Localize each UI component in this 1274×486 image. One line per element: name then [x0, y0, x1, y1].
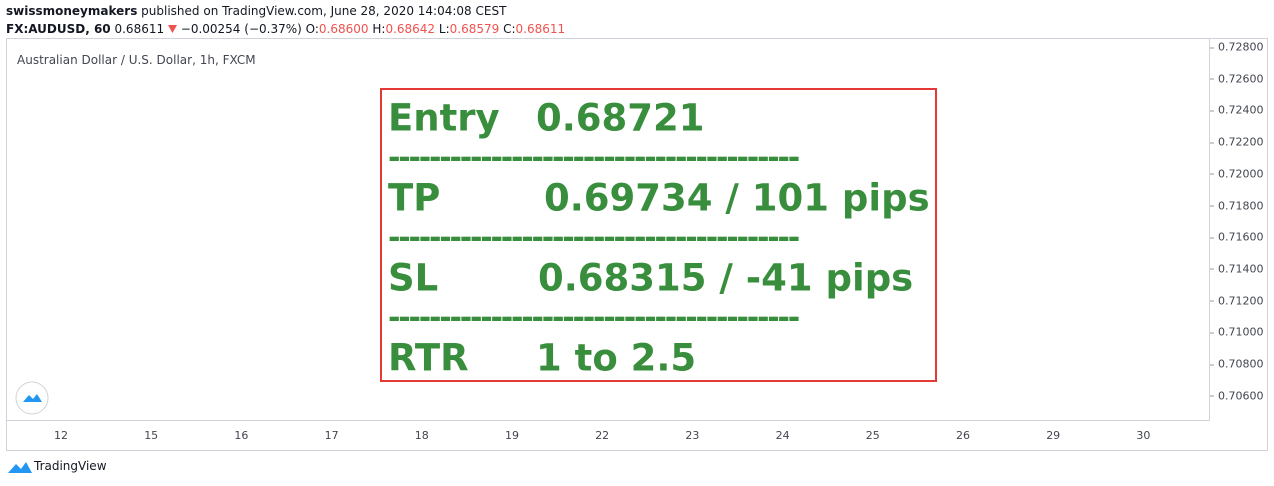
price-tick-label: 0.72000 — [1210, 167, 1264, 181]
time-tick-label: 29 — [1046, 429, 1061, 442]
row-label: Entry — [388, 96, 500, 140]
trade-row: RTR 1 to 2.5 — [388, 336, 696, 380]
publish-line: swissmoneymakers published on TradingVie… — [6, 4, 506, 18]
price-tick-label: 0.71000 — [1210, 325, 1264, 339]
tv-logo — [8, 462, 32, 473]
down-arrow — [167, 25, 177, 33]
time-tick-label: 22 — [595, 429, 610, 442]
time-tick-label: 24 — [775, 429, 790, 442]
close-value: 0.68611 — [515, 22, 566, 36]
low-label: L: — [438, 22, 450, 36]
time-tick-label: 19 — [505, 429, 519, 442]
brand: TradingView — [34, 459, 107, 473]
row-value: 0.68315 / -41 pips — [538, 256, 914, 300]
high-label: H: — [372, 22, 386, 36]
close-label: C: — [503, 22, 516, 36]
open-value: 0.68600 — [318, 22, 369, 36]
price-tick-label: 0.72600 — [1210, 72, 1264, 86]
trade-box: Entry 0.68721 ----------------------------… — [380, 88, 937, 382]
price-tick-label: 0.71200 — [1210, 294, 1264, 308]
price-axis: 0.72800 0.72600 0.72400 0.72200 0.72000 0.718… — [1210, 38, 1268, 421]
ohlc-line: FX:AUDUSD, 60 0.68611 −0.00254 (−0.37%) … — [6, 22, 565, 36]
change: −0.00254 (−0.37%) — [180, 22, 302, 36]
price-tick-label: 0.72800 — [1210, 40, 1264, 54]
time-tick-label: 16 — [234, 429, 249, 442]
time-tick-label: 30 — [1136, 429, 1151, 442]
author: swissmoneymakers — [6, 4, 138, 18]
time-tick-label: 25 — [865, 429, 880, 442]
time-tick-label: 15 — [144, 429, 159, 442]
tv-button[interactable] — [15, 381, 49, 415]
symbol-description: Australian Dollar / U.S. Dollar, 1h, FXC… — [17, 53, 256, 67]
trade-row: TP 0.69734 / 101 pips — [388, 176, 930, 220]
trade-row: SL 0.68315 / -41 pips — [388, 256, 913, 300]
chart-pane: Australian Dollar / U.S. Dollar, 1h, FXC… — [6, 38, 1210, 421]
row-value: 0.68721 — [536, 96, 705, 140]
row-value: 1 to 2.5 — [536, 336, 697, 380]
low-value: 0.68579 — [449, 22, 500, 36]
time-tick-label: 17 — [324, 429, 339, 442]
row-label: RTR — [388, 336, 469, 380]
time-tick-label: 23 — [685, 429, 700, 442]
high-value: 0.68642 — [385, 22, 436, 36]
price-tick-label: 0.70600 — [1210, 389, 1264, 403]
symbol-interval: FX:AUDUSD, 60 — [6, 22, 111, 36]
price-tick-label: 0.71800 — [1210, 199, 1264, 212]
row-label: TP — [388, 176, 441, 220]
time-tick-label: 12 — [54, 429, 68, 442]
time-axis: 12 15 16 17 18 19 22 23 24 25 26 29 30 — [6, 421, 1268, 451]
publish-text: published on TradingView.com, June 28, 2… — [141, 4, 507, 18]
open-label: O: — [305, 22, 319, 36]
trade-row: Entry 0.68721 — [388, 96, 705, 140]
row-value: 0.69734 / 101 pips — [544, 176, 930, 220]
divider: ---------------------------------------- — [388, 140, 800, 176]
time-tick-label: 26 — [956, 429, 970, 442]
price-tick-label: 0.71600 — [1210, 230, 1264, 244]
price-tick-label: 0.72400 — [1210, 103, 1264, 117]
price-tick-label: 0.70800 — [1210, 357, 1264, 371]
divider: ---------------------------------------- — [388, 300, 800, 336]
price-tick-label: 0.71400 — [1210, 262, 1264, 276]
row-label: SL — [388, 256, 439, 300]
divider: ---------------------------------------- — [388, 220, 800, 256]
time-tick-label: 18 — [414, 429, 429, 442]
price-tick-label: 0.72200 — [1210, 135, 1264, 149]
last-price: 0.68611 — [114, 22, 165, 36]
